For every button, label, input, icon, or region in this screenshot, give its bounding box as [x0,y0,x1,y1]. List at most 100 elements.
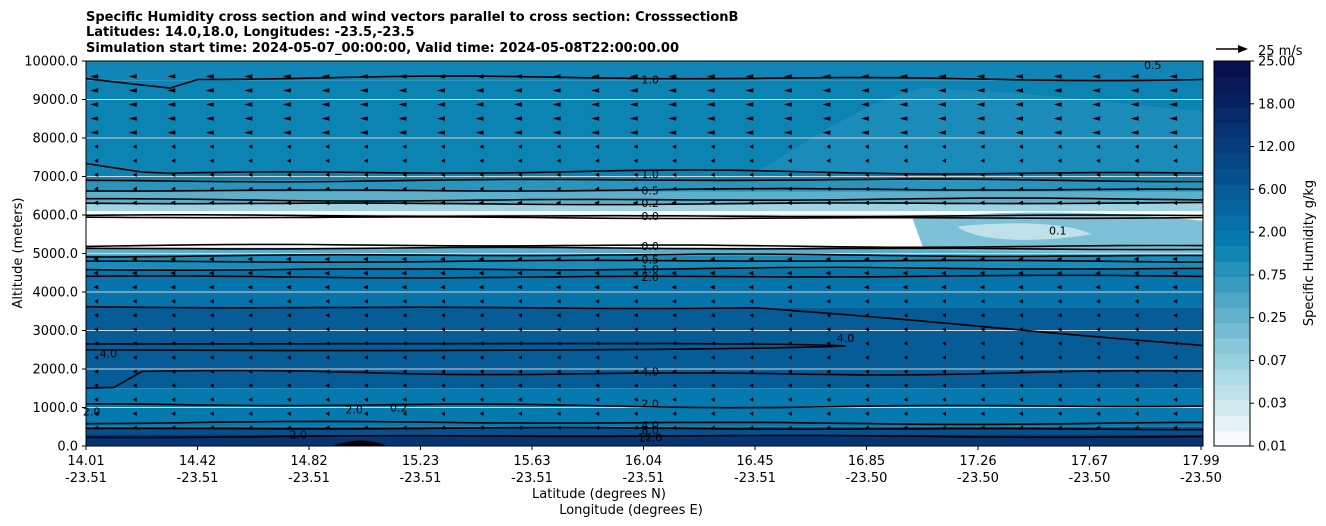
wind-vector-340 [902,270,908,276]
wind-vector-467 [209,341,214,346]
wind-vector-571 [864,383,869,388]
wind-vector-458 [980,327,985,332]
wind-vector-203 [94,172,99,177]
wind-vector-561 [479,383,484,388]
wind-vector-70 [552,102,561,107]
wind-vector-197 [980,158,985,163]
contour-label-11: 4.0 [641,419,659,432]
wind-vector-544 [941,369,946,374]
wind-vector-553 [171,383,176,388]
wind-vectors [90,74,1178,430]
wind-vector-452 [749,327,754,332]
colorbar-swatch-18 [1214,153,1250,170]
wind-vector-599 [826,397,831,402]
wind-vector-63 [282,102,291,107]
contour-line-12 [86,266,1203,271]
wind-vector-73 [668,102,677,107]
wind-vector-144 [1169,130,1178,135]
x-tick-label-lat-10: 17.99 [1182,454,1219,469]
fill-band-12 [86,434,1203,446]
y-tick-label-4: 4000.0 [33,286,79,301]
wind-vector-488 [1019,341,1024,346]
wind-vector-113 [1092,116,1101,121]
wind-vector-334 [671,270,677,276]
wind-vector-151 [325,144,330,149]
wind-vector-368 [863,284,869,290]
wind-vector-107 [860,116,869,121]
wind-vector-659 [903,425,908,430]
wind-vector-549 [1134,369,1139,374]
fill-band-4 [86,203,1203,212]
wind-vector-305 [671,256,677,262]
wind-vector-491 [1134,341,1139,346]
wind-vector-591 [518,397,523,402]
wind-vector-574 [980,383,985,388]
wind-vector-37 [398,88,407,93]
wind-vector-204 [132,172,137,177]
y-tick-label-7: 7000.0 [33,170,79,185]
wind-vector-319 [93,270,99,276]
wind-vector-417 [518,313,523,318]
wind-vector-46 [745,88,754,93]
wind-vector-60 [167,102,176,107]
wind-vector-419 [595,313,600,318]
wind-vector-102 [668,116,677,121]
contour-label-19: 2.0 [289,428,307,441]
wind-vector-522 [94,369,99,374]
wind-vector-226 [980,172,985,177]
wind-vector-127 [514,130,523,135]
colorbar-swatch-5 [1214,353,1250,370]
wind-vector-137 [899,130,908,135]
wind-vector-220 [749,172,754,177]
wind-vector-250 [787,186,792,192]
wind-vector-321 [170,270,176,276]
colorbar-swatch-9 [1214,292,1250,308]
wind-vector-371 [979,284,985,290]
colorbar-swatch-0 [1214,430,1250,447]
wind-vector-533 [518,369,523,374]
wind-vector-655 [749,425,754,430]
wind-vector-410 [248,313,253,318]
wind-vector-573 [941,383,946,388]
wind-vector-111 [1015,116,1024,121]
wind-vector-472 [402,341,407,346]
wind-vector-98 [514,116,523,121]
wind-vector-161 [710,144,715,149]
wind-vector-255 [980,186,985,192]
wind-vector-288 [1133,200,1139,206]
wind-vector-607 [1134,397,1139,402]
wind-vector-619 [479,411,484,416]
wind-vector-229 [1096,172,1101,177]
wind-vector-389 [556,299,561,304]
wind-vector-0 [90,74,99,79]
wind-vector-122 [321,130,330,135]
wind-vector-206 [209,172,214,177]
wind-vector-18 [783,74,792,79]
contour-label-18: 2.0 [345,403,363,416]
contour-label-16: 0.1 [1049,224,1067,237]
wind-vector-341 [940,270,946,276]
wind-vector-273 [555,200,561,206]
wind-vector-45 [706,88,715,93]
wind-vector-441 [325,327,330,332]
wind-vector-240 [402,186,407,192]
wind-vector-572 [903,383,908,388]
wind-vector-323 [247,270,253,276]
wind-vector-648 [479,425,484,430]
wind-vector-479 [672,341,677,346]
wind-vector-416 [479,313,484,318]
wind-vector-597 [749,397,754,402]
wind-vector-259 [1134,186,1139,192]
contour-label-7: 1.0 [641,263,659,276]
wind-vector-562 [518,383,523,388]
wind-vector-592 [556,397,561,402]
wind-vector-600 [864,397,869,402]
wind-vector-233 [132,186,137,192]
wind-vector-189 [672,158,677,163]
wind-vector-636 [1134,411,1139,416]
wind-vector-271 [478,200,484,206]
wind-vector-275 [632,200,638,206]
wind-vector-100 [591,116,600,121]
wind-vector-525 [209,369,214,374]
wind-vector-232 [94,186,99,192]
